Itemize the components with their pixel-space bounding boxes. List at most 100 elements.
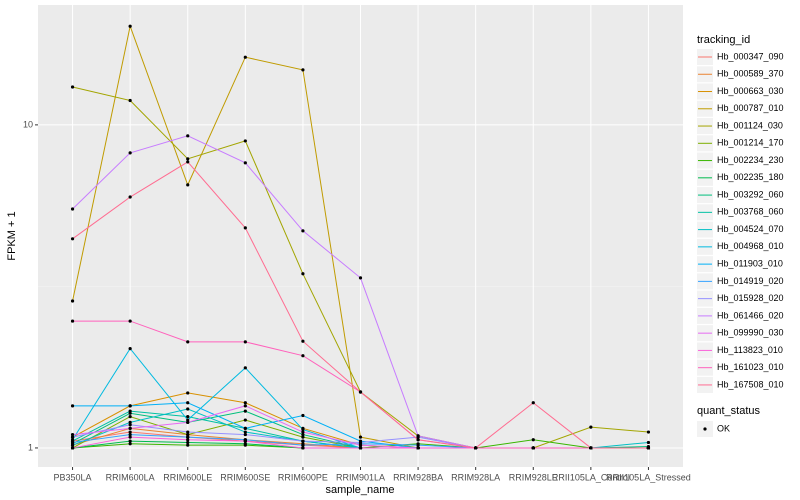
point [358, 390, 363, 394]
point [301, 439, 305, 443]
legend-label: Hb_014919_020 [717, 276, 784, 286]
point [70, 440, 75, 445]
point [128, 319, 132, 323]
point [301, 229, 305, 233]
legend-label: Hb_000347_090 [717, 51, 784, 61]
point [416, 438, 420, 442]
point [128, 347, 132, 351]
point [70, 443, 75, 447]
point [301, 432, 305, 437]
point [358, 435, 363, 439]
point [128, 98, 132, 103]
point [243, 226, 247, 230]
legend-label: Hb_001214_170 [717, 138, 784, 148]
point [186, 407, 190, 411]
point [128, 439, 132, 443]
legend-title: tracking_id [697, 34, 750, 46]
y-tick-label: 1 [28, 442, 33, 452]
point [128, 151, 132, 155]
point [186, 401, 190, 405]
x-tick-label: RRIM901LA [336, 472, 385, 482]
point [186, 183, 190, 187]
point [70, 404, 75, 408]
point [646, 430, 651, 434]
legend-label: Hb_002235_180 [717, 172, 784, 182]
legend-label: Hb_003768_060 [717, 207, 784, 217]
point [243, 442, 247, 446]
legend-label: Hb_001124_030 [717, 120, 783, 130]
legend-label: Hb_113823_010 [717, 345, 783, 355]
point [128, 420, 132, 424]
legend-label: Hb_000663_030 [717, 86, 784, 96]
point [186, 415, 190, 419]
point [358, 443, 363, 447]
point [243, 418, 247, 422]
point [301, 339, 305, 343]
point [243, 366, 247, 370]
point [531, 446, 535, 450]
x-tick-label: RRII105LA_Stressed [606, 472, 691, 482]
point [186, 420, 190, 424]
point [301, 68, 305, 72]
point [186, 134, 190, 138]
point [243, 426, 247, 430]
legend-label: Hb_000589_370 [717, 69, 784, 79]
point [301, 354, 305, 358]
point [358, 276, 363, 280]
point [301, 427, 305, 432]
point [301, 413, 305, 418]
point [301, 446, 305, 450]
point [531, 401, 535, 405]
point [128, 442, 132, 446]
point [128, 423, 132, 427]
point [186, 432, 190, 437]
legend-label: Hb_002234_230 [717, 155, 784, 165]
point [243, 409, 247, 413]
point [301, 430, 305, 434]
point [186, 438, 190, 442]
point [186, 391, 190, 395]
legend-label: Hb_011903_010 [717, 258, 783, 268]
y-axis-title: FPKM + 1 [6, 211, 18, 260]
point [70, 435, 75, 439]
x-tick-label: RRIM600PE [278, 472, 328, 482]
point [243, 430, 247, 434]
point [243, 340, 247, 344]
point [646, 440, 651, 445]
x-tick-label: RRIM600LE [163, 472, 212, 482]
point [70, 299, 75, 303]
x-tick-label: RRIM600LA [106, 472, 155, 482]
legend-label: Hb_015928_020 [717, 293, 784, 303]
point [128, 432, 132, 437]
point [243, 404, 247, 408]
point [128, 435, 132, 439]
point [416, 443, 420, 447]
legend-label: Hb_000787_010 [717, 103, 784, 113]
x-tick-label: RRIM928LA [451, 472, 500, 482]
point [301, 435, 305, 439]
point [128, 409, 132, 413]
point [128, 24, 132, 28]
y-tick-label: 10 [23, 119, 33, 129]
point [70, 446, 75, 450]
point [186, 443, 190, 447]
point [128, 426, 132, 430]
legend-label: Hb_003292_060 [717, 189, 784, 199]
point [358, 440, 363, 445]
legend-title: quant_status [697, 405, 760, 417]
point [128, 415, 132, 419]
x-axis-title: sample_name [325, 484, 394, 496]
point [301, 443, 305, 447]
point [186, 157, 190, 161]
point [646, 446, 651, 450]
x-tick-label: PB350LA [54, 472, 92, 482]
legend-label: Hb_167508_010 [717, 379, 784, 389]
legend-point [703, 427, 707, 431]
point [358, 446, 363, 450]
point [243, 55, 247, 59]
point [128, 404, 132, 408]
point [186, 430, 190, 434]
point [243, 139, 247, 143]
point [186, 160, 190, 164]
